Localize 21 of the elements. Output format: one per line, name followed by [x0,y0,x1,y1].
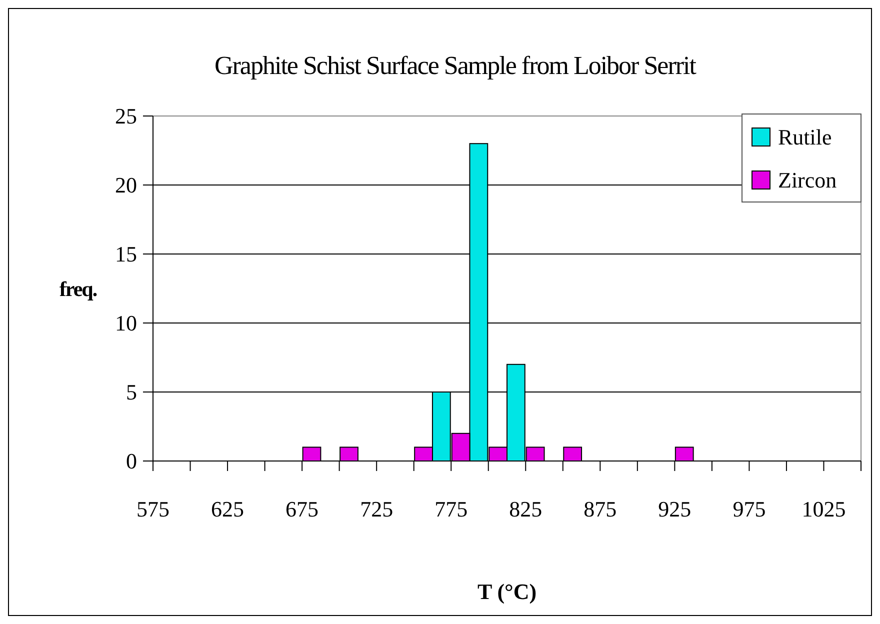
x-tick-label: 825 [509,496,542,522]
legend-label: Zircon [778,168,837,193]
chart-title: Graphite Schist Surface Sample from Loibor Serrit [214,51,698,80]
y-tick-label: 25 [115,104,137,129]
x-tick-label: 975 [732,496,766,522]
x-tick-label: 625 [211,496,244,522]
legend-label: Rutile [778,124,832,150]
y-tick-label: 5 [126,380,137,405]
y-tick-label: 20 [115,172,137,198]
x-tick-label: 575 [136,496,170,522]
x-tick-label: 675 [286,496,319,522]
y-tick-label: 10 [115,310,137,336]
x-tick-label: 775 [434,496,468,522]
x-tick-label: 875 [584,496,617,522]
x-tick-label: 1025 [802,496,846,522]
x-tick-label: 925 [658,496,692,522]
x-axis-title: T (°C) [477,579,537,604]
y-tick-label: 0 [126,448,137,474]
y-tick-label: 15 [115,242,137,267]
x-tick-label: 725 [360,496,394,522]
y-axis-title: freq. [59,276,98,301]
